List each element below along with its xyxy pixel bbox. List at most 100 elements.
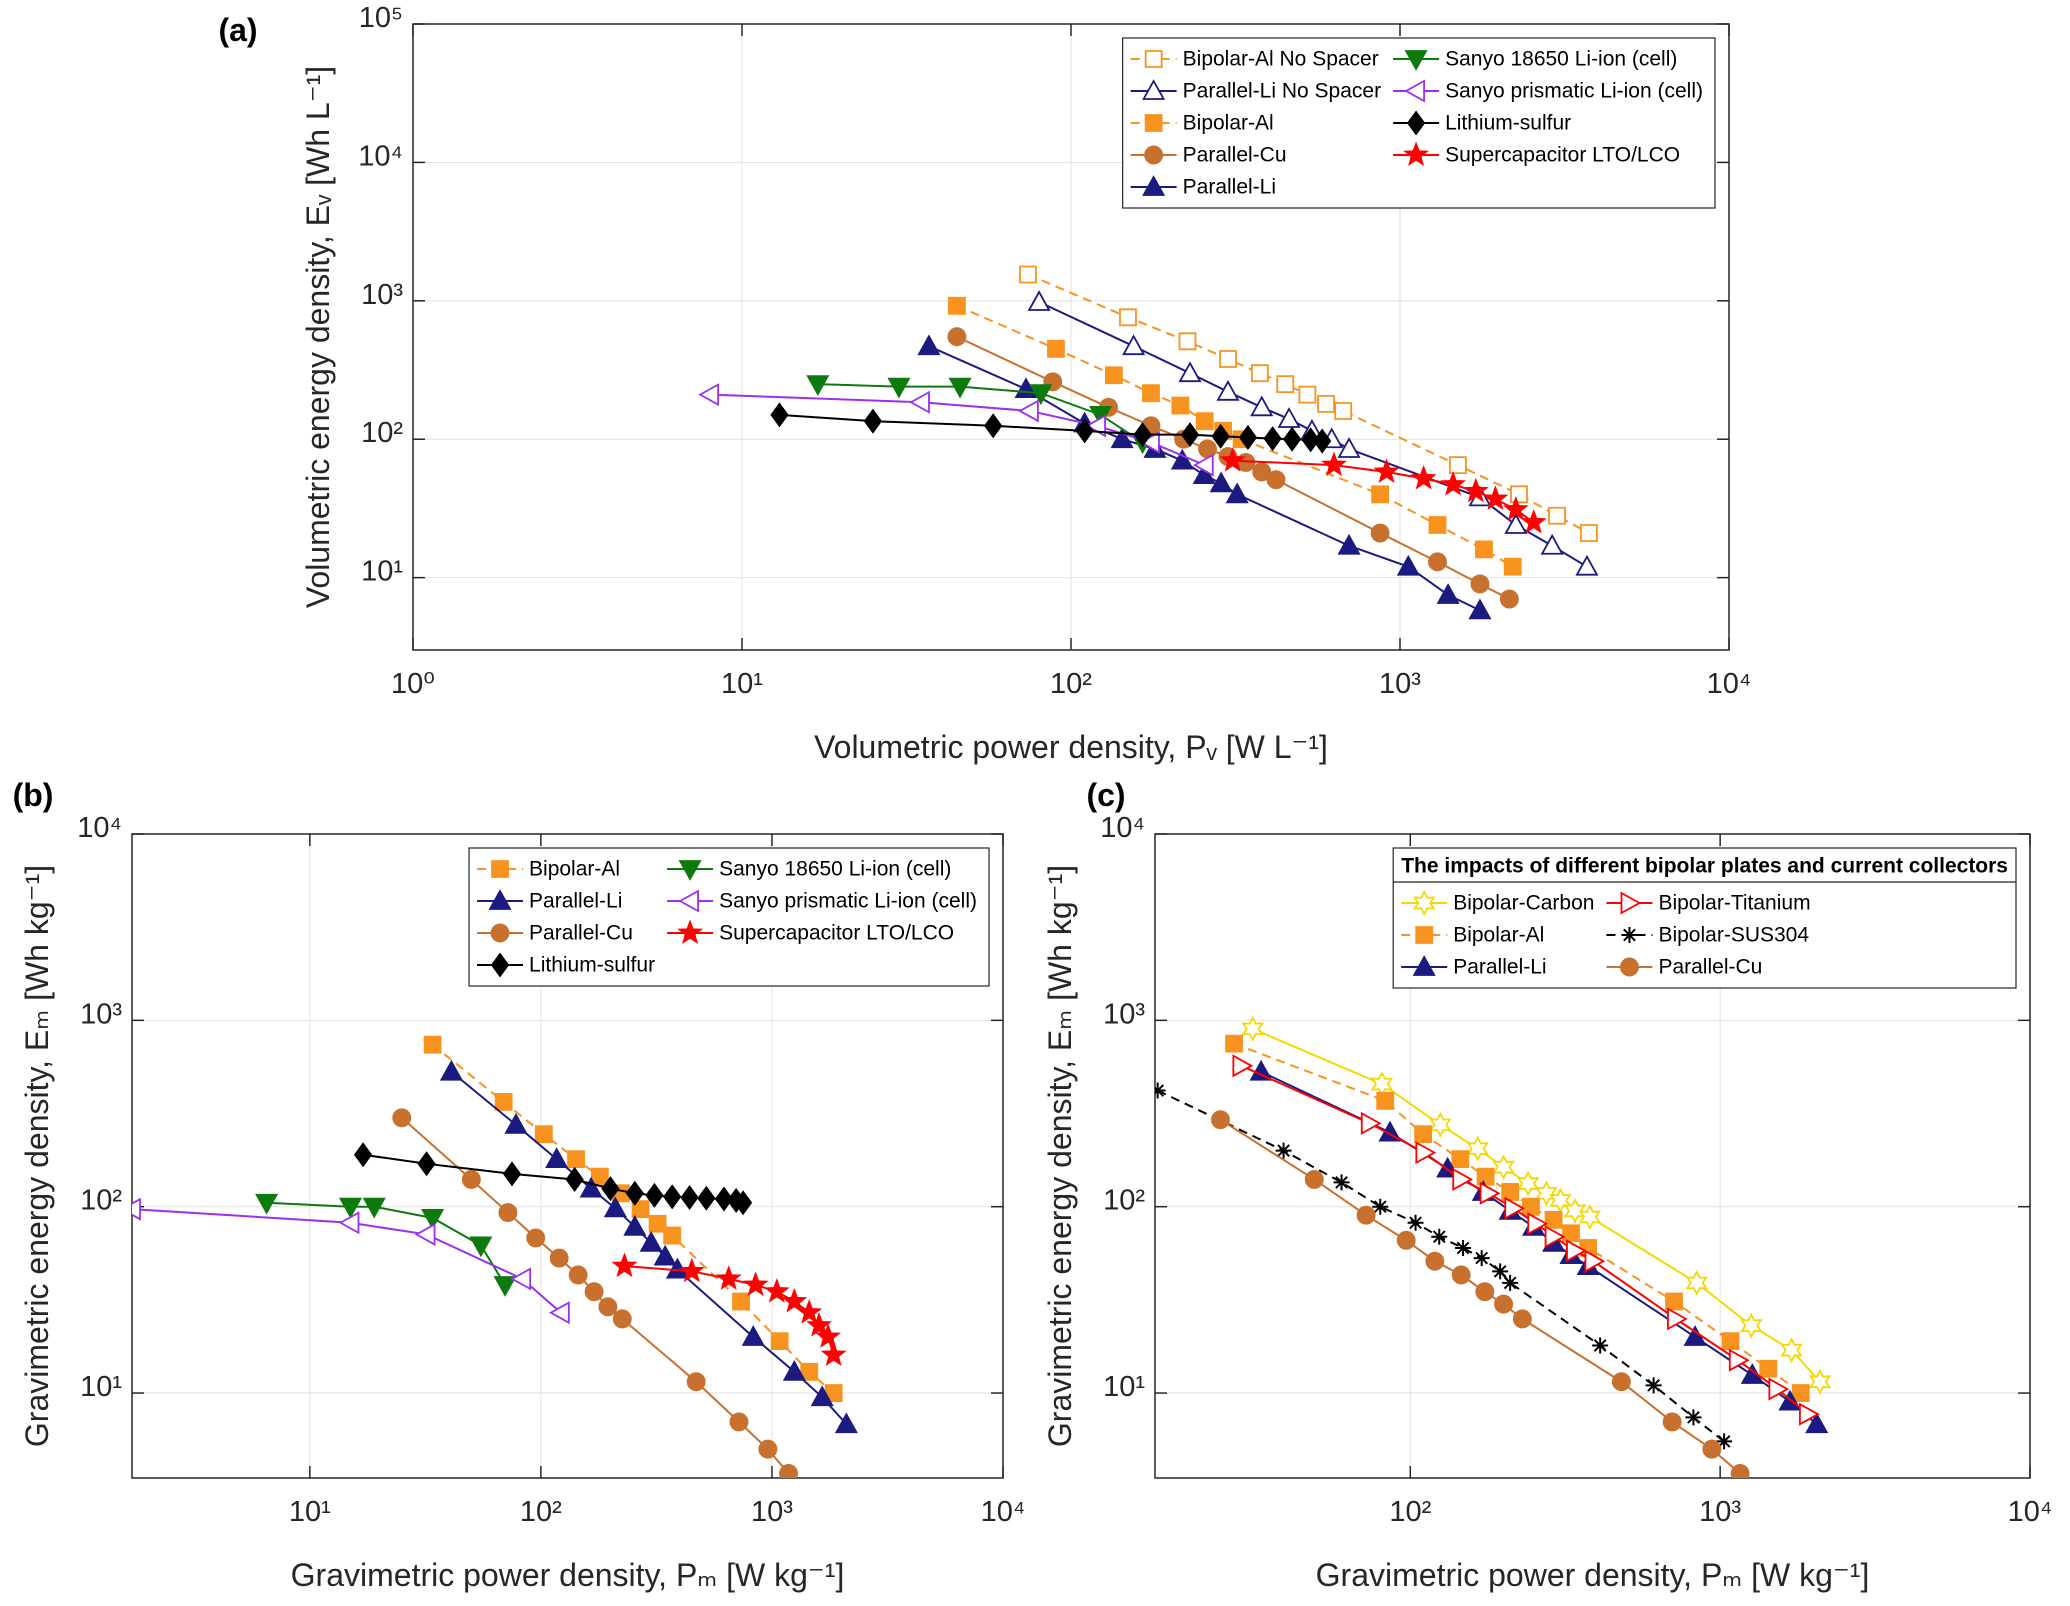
data-point bbox=[1562, 1224, 1580, 1243]
data-point bbox=[697, 1185, 716, 1211]
legend-marker bbox=[1404, 50, 1428, 71]
data-point bbox=[1740, 1312, 1763, 1339]
data-point bbox=[1578, 1204, 1602, 1231]
y-tick-label: 10⁴ bbox=[77, 812, 122, 844]
x-axis-label: Volumetric power density, Pᵥ [W L⁻¹] bbox=[814, 729, 1328, 765]
data-point bbox=[1119, 308, 1137, 327]
data-point bbox=[1462, 477, 1489, 503]
data-point bbox=[1482, 485, 1509, 510]
axes-box bbox=[1154, 833, 2031, 1479]
data-point bbox=[1428, 516, 1447, 534]
data-point bbox=[1451, 1150, 1470, 1169]
axes-box bbox=[412, 23, 1730, 651]
x-tick-label: 10⁰ bbox=[391, 668, 435, 700]
legend-marker bbox=[1412, 955, 1436, 976]
legend-label: Supercapacitor LTO/LCO bbox=[719, 922, 954, 945]
data-point bbox=[863, 408, 883, 434]
data-point bbox=[770, 402, 789, 428]
legend: Bipolar-Al No Spacer Parallel-Li No Space… bbox=[1122, 37, 1716, 209]
data-point bbox=[1436, 583, 1460, 604]
data-point bbox=[469, 1236, 493, 1258]
data-point bbox=[1180, 422, 1200, 448]
data-point bbox=[1429, 1111, 1452, 1138]
data-point bbox=[1263, 426, 1282, 452]
data-point bbox=[1104, 366, 1123, 385]
data-layer bbox=[1155, 1015, 1832, 1478]
data-point bbox=[1414, 1125, 1433, 1144]
data-point bbox=[526, 1228, 546, 1248]
legend: Bipolar-Al Parallel-Li Parallel-Cu Lithium-… bbox=[468, 847, 990, 987]
data-point bbox=[729, 1412, 749, 1432]
data-point bbox=[1730, 1464, 1750, 1478]
data-point bbox=[392, 1108, 412, 1128]
data-point bbox=[663, 1184, 682, 1210]
data-point bbox=[504, 1112, 528, 1134]
data-point bbox=[815, 1323, 842, 1348]
legend-label: Bipolar-Titanium bbox=[1658, 892, 1810, 915]
data-point bbox=[1563, 1197, 1587, 1224]
data-point bbox=[1376, 1091, 1395, 1110]
data-point bbox=[1249, 1059, 1273, 1081]
data-point bbox=[1225, 482, 1249, 504]
data-point bbox=[1768, 1377, 1790, 1401]
legend-marker bbox=[491, 860, 509, 878]
data-point bbox=[421, 1209, 445, 1230]
legend-label: Lithium-sulfur bbox=[1445, 112, 1571, 135]
y-tick-label: 10² bbox=[80, 1185, 122, 1217]
data-point bbox=[1266, 470, 1286, 490]
data-point bbox=[984, 413, 1003, 439]
data-point bbox=[1665, 1292, 1683, 1311]
data-point bbox=[1232, 1054, 1254, 1078]
data-point bbox=[1370, 523, 1390, 543]
data-point bbox=[1431, 1228, 1448, 1245]
data-point bbox=[414, 1222, 436, 1246]
data-point bbox=[545, 1147, 569, 1169]
data-point bbox=[1110, 427, 1134, 449]
data-point bbox=[1334, 402, 1353, 420]
data-point bbox=[502, 1161, 522, 1187]
data-point bbox=[1535, 1180, 1558, 1207]
legend-box bbox=[468, 847, 990, 987]
y-tick-label: 10⁴ bbox=[1100, 812, 1145, 844]
legend-marker bbox=[1406, 110, 1426, 136]
data-point bbox=[1298, 385, 1317, 404]
data-point bbox=[1155, 1082, 1166, 1099]
data-point bbox=[1211, 423, 1230, 449]
data-point bbox=[1171, 396, 1190, 415]
data-point bbox=[1667, 1307, 1688, 1331]
data-point bbox=[1527, 1212, 1549, 1236]
x-tick-label: 10³ bbox=[751, 1496, 793, 1528]
data-point bbox=[781, 1287, 808, 1313]
data-point bbox=[648, 1214, 667, 1233]
legend-marker bbox=[1412, 890, 1436, 916]
series-line bbox=[1157, 1089, 1725, 1443]
x-tick-label: 10⁴ bbox=[2008, 1496, 2053, 1528]
legend-label: Sanyo 18650 Li-ion (cell) bbox=[1445, 48, 1677, 71]
data-point bbox=[1791, 1384, 1810, 1402]
data-point bbox=[1503, 557, 1522, 576]
data-point bbox=[494, 1093, 513, 1111]
data-point bbox=[423, 1035, 442, 1054]
data-point bbox=[1209, 471, 1233, 493]
legend-marker bbox=[490, 923, 510, 943]
legend-marker bbox=[1403, 141, 1430, 166]
legend-label: Parallel-Li bbox=[529, 890, 622, 913]
data-point bbox=[1371, 485, 1389, 504]
legend-title: The impacts of different bipolar plates … bbox=[1401, 855, 2008, 878]
legend-label: Supercapacitor LTO/LCO bbox=[1445, 144, 1680, 167]
data-point bbox=[1018, 399, 1039, 423]
data-point bbox=[1521, 1197, 1540, 1216]
data-point bbox=[645, 1182, 664, 1208]
data-point bbox=[653, 1244, 677, 1266]
data-point bbox=[461, 1170, 481, 1189]
data-point bbox=[1592, 1337, 1609, 1354]
data-point bbox=[1611, 1372, 1631, 1392]
data-point bbox=[1721, 1332, 1740, 1350]
data-point bbox=[1492, 1263, 1509, 1280]
legend-label: Parallel-Cu bbox=[1658, 956, 1762, 979]
data-point bbox=[1219, 350, 1237, 368]
legend-marker bbox=[1144, 145, 1164, 165]
data-point bbox=[510, 1267, 532, 1291]
series-line bbox=[710, 393, 1206, 467]
legend-label: Bipolar-SUS304 bbox=[1658, 924, 1809, 947]
